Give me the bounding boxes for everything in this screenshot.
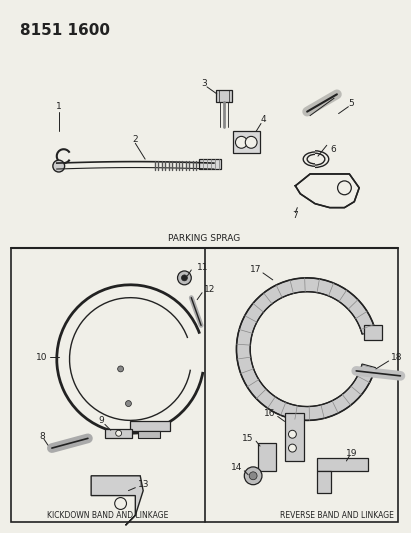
Text: 2: 2	[132, 135, 138, 144]
Bar	[216, 90, 231, 102]
Text: 18: 18	[390, 352, 402, 361]
Circle shape	[115, 498, 127, 510]
Text: 12: 12	[204, 285, 215, 294]
Circle shape	[337, 181, 351, 195]
Bar	[258, 443, 276, 471]
Text: 10: 10	[37, 352, 48, 361]
Bar	[130, 422, 170, 431]
Polygon shape	[296, 174, 359, 208]
Bar	[364, 325, 381, 341]
Text: 16: 16	[264, 409, 276, 418]
Text: 8151 1600: 8151 1600	[21, 22, 111, 37]
Text: 5: 5	[349, 99, 354, 108]
Circle shape	[178, 271, 191, 285]
Text: 9: 9	[98, 416, 104, 425]
Bar	[284, 414, 304, 461]
Polygon shape	[236, 278, 375, 421]
Circle shape	[244, 467, 262, 484]
Text: 19: 19	[346, 449, 357, 457]
Bar	[138, 431, 160, 438]
Text: 17: 17	[250, 265, 262, 274]
Circle shape	[125, 401, 132, 407]
Text: 11: 11	[197, 263, 209, 272]
Polygon shape	[91, 476, 143, 526]
Circle shape	[245, 136, 257, 148]
Circle shape	[289, 444, 296, 452]
Text: 14: 14	[231, 463, 242, 472]
Circle shape	[115, 430, 122, 436]
Bar	[233, 132, 260, 153]
Text: 13: 13	[138, 480, 150, 489]
Circle shape	[182, 275, 187, 281]
Bar	[317, 471, 331, 492]
Text: REVERSE BAND AND LINKAGE: REVERSE BAND AND LINKAGE	[279, 511, 394, 520]
Text: 6: 6	[331, 145, 337, 154]
Text: 8: 8	[39, 432, 45, 441]
Text: 3: 3	[201, 79, 207, 88]
Bar	[219, 90, 229, 102]
Circle shape	[118, 366, 124, 372]
Bar	[199, 159, 221, 169]
Text: KICKDOWN BAND AND LINKAGE: KICKDOWN BAND AND LINKAGE	[47, 511, 169, 520]
Circle shape	[249, 472, 257, 480]
Text: 7: 7	[293, 211, 298, 220]
Circle shape	[289, 430, 296, 438]
Text: 15: 15	[242, 434, 253, 443]
Bar	[317, 458, 368, 471]
Text: PARKING SPRAG: PARKING SPRAG	[168, 234, 240, 243]
Circle shape	[53, 160, 65, 172]
Bar	[105, 429, 132, 438]
Text: 4: 4	[260, 115, 266, 124]
Bar	[11, 248, 398, 522]
Text: 1: 1	[56, 102, 62, 111]
Circle shape	[236, 136, 247, 148]
